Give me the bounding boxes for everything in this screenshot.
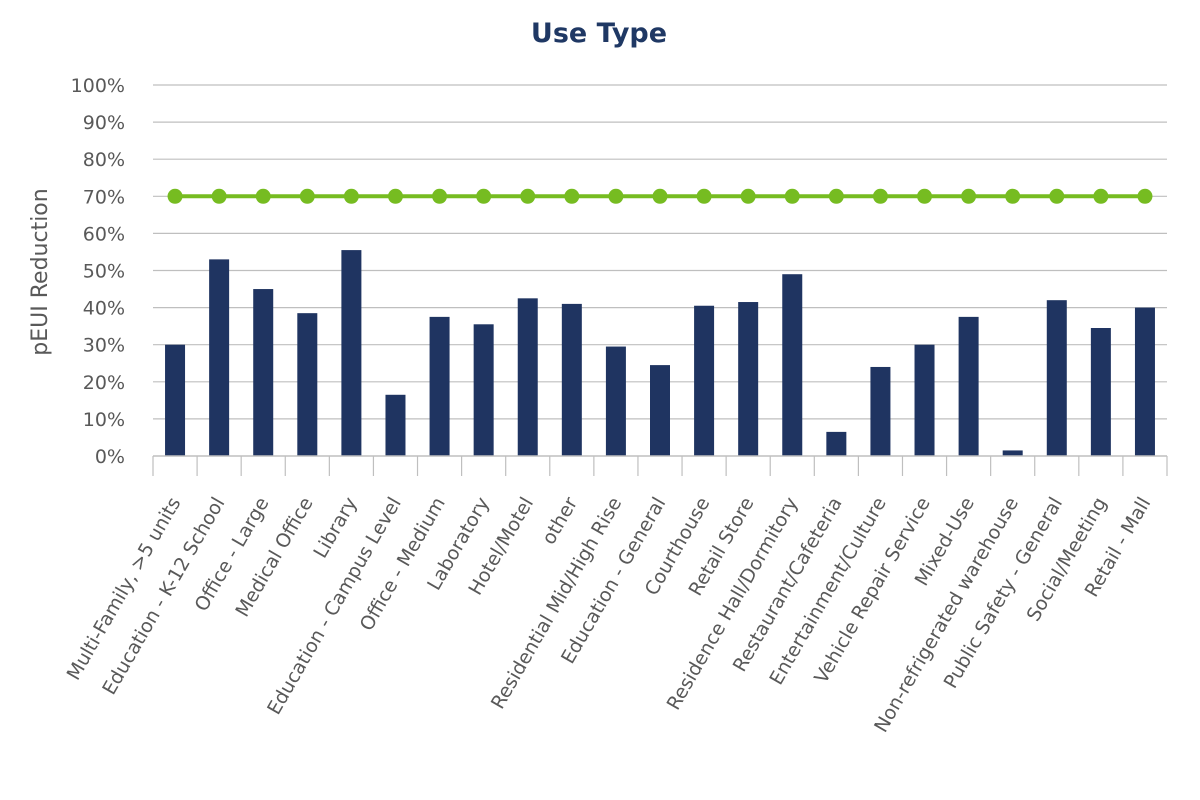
line-point: [740, 188, 756, 204]
line-point: [872, 188, 888, 204]
line-point: [520, 188, 536, 204]
bar: [605, 346, 626, 456]
bar: [385, 394, 406, 456]
y-tick-label: 100%: [71, 75, 125, 97]
line-point: [211, 188, 227, 204]
y-tick-label: 10%: [83, 409, 125, 431]
line-point: [1093, 188, 1109, 204]
bar: [826, 431, 847, 456]
bar: [253, 289, 274, 456]
y-tick-label: 20%: [83, 372, 125, 394]
bar: [782, 274, 803, 456]
y-tick-label: 80%: [83, 149, 125, 171]
bar: [341, 250, 362, 456]
y-tick-label: 70%: [83, 186, 125, 208]
line-point: [784, 188, 800, 204]
bar: [650, 365, 670, 456]
line-point: [476, 188, 492, 204]
bar: [517, 298, 538, 456]
bar: [1134, 307, 1155, 456]
bar: [473, 324, 494, 456]
line-point: [917, 188, 933, 204]
bar: [429, 316, 450, 456]
bar: [914, 344, 935, 456]
y-tick-label: 60%: [83, 223, 125, 245]
y-axis-ticks: 0% 10% 20% 30% 40% 50% 60% 70% 80% 90% 100%: [71, 75, 125, 468]
line-point: [255, 188, 271, 204]
bar: [1046, 300, 1067, 456]
y-tick-label: 30%: [83, 335, 125, 357]
x-tick-label: other: [538, 493, 582, 548]
y-tick-label: 90%: [83, 112, 125, 134]
x-axis: [152, 455, 1168, 476]
bar: [165, 344, 186, 456]
bar: [694, 305, 715, 456]
bar: [1002, 450, 1023, 456]
line-point: [608, 188, 624, 204]
line-point: [652, 188, 668, 204]
bar: [209, 259, 230, 456]
bar: [297, 313, 318, 456]
bar: [561, 303, 582, 456]
line-point: [828, 188, 844, 204]
line-point: [564, 188, 580, 204]
y-tick-label: 40%: [83, 298, 125, 320]
line-point: [432, 188, 448, 204]
target-line: [167, 188, 1153, 204]
bar: [738, 302, 759, 456]
line-point: [343, 188, 359, 204]
line-point: [961, 188, 977, 204]
chart-title: Use Type: [531, 18, 667, 49]
y-tick-label: 0%: [95, 446, 125, 468]
line-point: [387, 188, 403, 204]
line-point: [1137, 188, 1153, 204]
y-axis-title: pEUI Reduction: [28, 188, 53, 355]
line-point: [1049, 188, 1065, 204]
y-tick-label: 50%: [83, 261, 125, 283]
bar: [1090, 328, 1111, 456]
line-point: [299, 188, 315, 204]
bar: [958, 316, 979, 456]
line-point: [696, 188, 712, 204]
bar: [870, 366, 891, 456]
line-point: [1005, 188, 1021, 204]
line-point: [167, 188, 183, 204]
bars: [165, 250, 1155, 456]
